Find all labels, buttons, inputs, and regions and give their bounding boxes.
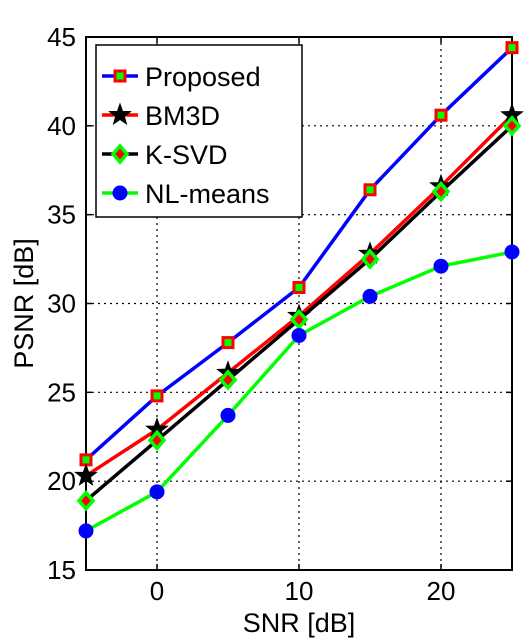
legend-marker-bm3d xyxy=(108,102,132,126)
data-point-k-svd xyxy=(431,180,451,203)
data-point-k-svd xyxy=(289,308,309,331)
y-tick-label: 45 xyxy=(47,22,76,52)
legend-label-nl-means: NL-means xyxy=(145,179,270,209)
data-series xyxy=(74,41,524,539)
data-point-proposed xyxy=(505,41,519,55)
legend-marker-nl-means xyxy=(112,185,128,201)
legend-box xyxy=(95,44,303,218)
data-point-proposed xyxy=(150,389,164,403)
data-point-bm3d xyxy=(74,463,98,486)
legend-marker-k-svd xyxy=(110,143,130,165)
data-point-nl-means xyxy=(78,523,94,539)
x-axis-label: SNR [dB] xyxy=(243,608,356,638)
data-point-k-svd xyxy=(360,248,380,270)
data-point-nl-means xyxy=(362,288,378,304)
grid-lines xyxy=(86,37,512,570)
data-point-k-svd xyxy=(76,490,96,512)
x-tick-label: 0 xyxy=(150,576,164,606)
data-point-proposed xyxy=(434,108,448,122)
y-axis-label: PSNR [dB] xyxy=(9,238,39,369)
data-point-nl-means xyxy=(220,407,236,423)
data-point-k-svd xyxy=(218,369,238,391)
y-tick-label: 25 xyxy=(47,377,76,407)
legend-marker-proposed xyxy=(113,69,127,83)
legend: Proposed BM3D K-SVD NL-means xyxy=(95,44,303,218)
data-point-proposed xyxy=(221,336,235,350)
series-k-svd xyxy=(76,115,522,512)
data-point-nl-means xyxy=(433,258,449,274)
legend-label-proposed: Proposed xyxy=(145,62,261,92)
data-point-nl-means xyxy=(149,484,165,500)
data-point-k-svd xyxy=(147,429,167,451)
data-point-k-svd xyxy=(502,115,522,137)
legend-label-bm3d: BM3D xyxy=(145,101,220,131)
data-point-nl-means xyxy=(504,244,520,260)
y-tick-label: 35 xyxy=(47,200,76,230)
series-proposed xyxy=(79,41,519,467)
x-tick-label: 10 xyxy=(285,576,314,606)
data-point-proposed xyxy=(292,281,306,295)
data-point-proposed xyxy=(363,183,377,197)
y-tick-label: 20 xyxy=(47,466,76,496)
y-tick-label: 40 xyxy=(47,111,76,141)
y-tick-label: 30 xyxy=(47,289,76,319)
y-tick-label: 15 xyxy=(47,555,76,585)
legend-label-k-svd: K-SVD xyxy=(145,140,228,170)
series-nl-means xyxy=(78,244,520,539)
x-tick-label: 20 xyxy=(427,576,456,606)
data-point-nl-means xyxy=(291,327,307,343)
